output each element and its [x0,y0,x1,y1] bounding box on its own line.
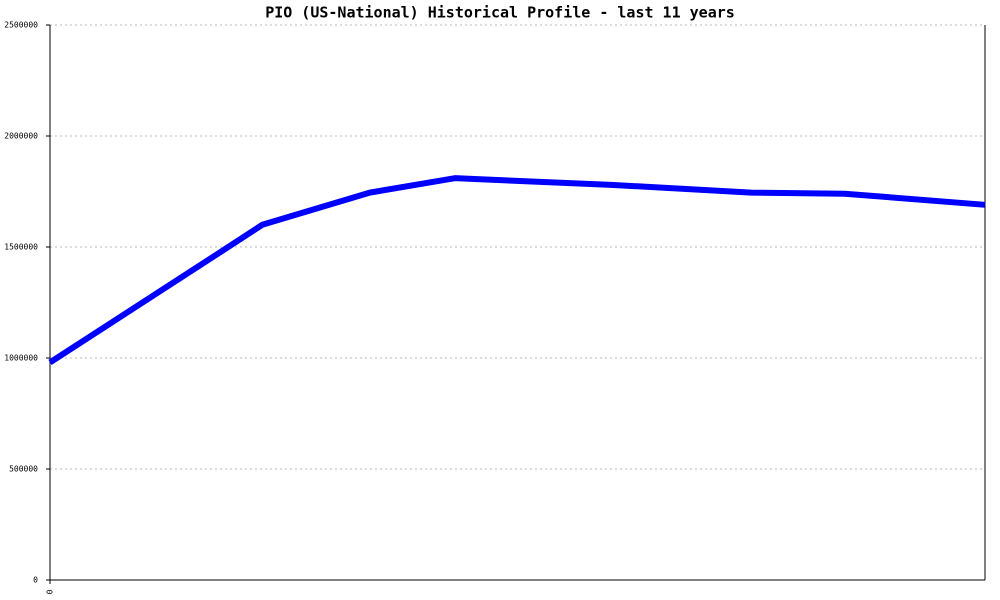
y-tick-label: 2500000 [4,21,38,30]
y-tick-label: 1000000 [4,354,38,363]
y-tick-label: 1500000 [4,243,38,252]
chart-title: PIO (US-National) Historical Profile - l… [265,4,735,22]
y-tick-label: 500000 [9,465,38,474]
y-tick-label: 2000000 [4,132,38,141]
x-tick-label: 0 [46,589,55,594]
line-series [48,175,986,365]
y-tick-label: 0 [33,576,38,585]
